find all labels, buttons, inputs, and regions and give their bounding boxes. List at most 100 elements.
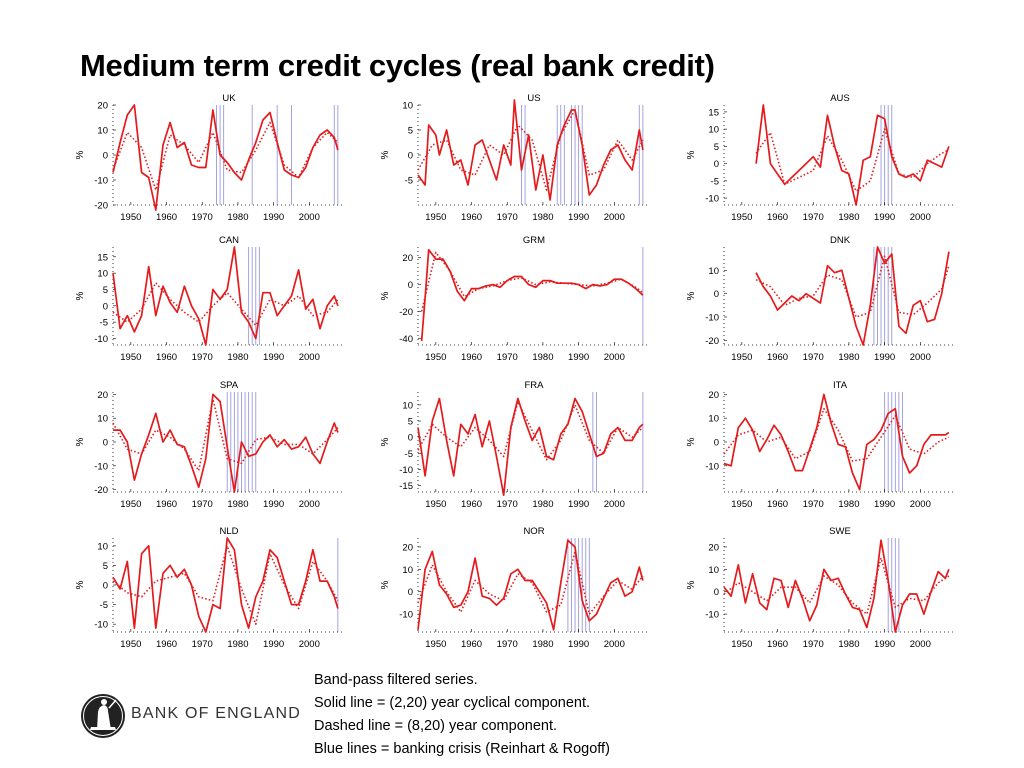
x-tick-label: 1950 [120, 352, 141, 363]
y-tick-label: -10 [399, 610, 413, 621]
x-tick-label: 2000 [910, 499, 931, 510]
chart-title: SWE [829, 526, 851, 537]
x-tick-label: 1960 [156, 352, 177, 363]
x-tick-label: 1970 [497, 352, 518, 363]
y-tick-label: 0 [103, 301, 108, 312]
x-tick-label: 1990 [874, 352, 895, 363]
chart-panel-dnk: DNK% -20 -10 0 10 1950 1960 1970 1980 1990 2000 [686, 235, 956, 363]
series-solid-line [417, 539, 644, 631]
y-tick-label: -10 [94, 620, 108, 631]
y-axis-label: % [686, 291, 697, 300]
y-tick-label: 0 [714, 438, 719, 449]
y-tick-label: 10 [402, 101, 413, 112]
chart-panel-swe: SWE% -10 0 10 20 1950 1960 1970 1980 1990 2000 [686, 526, 956, 650]
y-tick-label: 10 [97, 126, 108, 137]
series-dashed-line [417, 400, 644, 461]
chart-title: NLD [219, 526, 238, 537]
y-tick-label: -10 [94, 334, 108, 345]
chart-panel-us: US% -5 0 5 10 1950 1960 1970 1980 1990 2000 [380, 93, 650, 223]
x-tick-label: 1950 [120, 212, 141, 223]
y-axis-label: % [686, 437, 697, 446]
series-dashed-line [417, 550, 644, 615]
x-tick-label: 1950 [731, 212, 752, 223]
series-dashed-line [112, 282, 339, 327]
notes: Band-pass filtered series. Solid line = … [314, 669, 610, 761]
x-tick-label: 1960 [156, 212, 177, 223]
chart-title: ITA [833, 380, 848, 391]
y-tick-label: 5 [408, 126, 413, 137]
x-tick-label: 1990 [874, 499, 895, 510]
x-tick-label: 1970 [803, 499, 824, 510]
x-tick-label: 1980 [838, 352, 859, 363]
x-tick-label: 1970 [497, 639, 518, 650]
x-tick-label: 1970 [192, 639, 213, 650]
chart-title: GRM [523, 235, 545, 246]
x-tick-label: 1970 [803, 212, 824, 223]
x-tick-label: 1980 [227, 212, 248, 223]
chart-panel-nld: NLD% -10 -5 0 5 10 1950 1960 1970 1980 1990 2000 [75, 526, 345, 650]
x-tick-label: 2000 [910, 352, 931, 363]
y-tick-label: 15 [97, 252, 108, 263]
x-tick-label: 1950 [731, 352, 752, 363]
y-tick-label: 20 [97, 390, 108, 401]
y-tick-label: 20 [97, 101, 108, 112]
x-tick-label: 1980 [838, 499, 859, 510]
y-tick-label: 10 [708, 414, 719, 425]
y-axis-label: % [75, 437, 86, 446]
chart-title: AUS [830, 93, 850, 104]
x-tick-label: 2000 [299, 212, 320, 223]
y-tick-label: 10 [402, 565, 413, 576]
y-tick-label: -5 [405, 176, 413, 187]
y-tick-label: 5 [103, 285, 108, 296]
x-tick-label: 1960 [767, 352, 788, 363]
y-tick-label: 20 [708, 390, 719, 401]
y-tick-label: 10 [97, 269, 108, 280]
y-tick-label: -10 [94, 176, 108, 187]
x-tick-label: 1970 [192, 212, 213, 223]
y-axis-label: % [380, 437, 391, 446]
y-tick-label: -5 [405, 449, 413, 460]
x-tick-label: 1990 [263, 212, 284, 223]
chart-title: UK [222, 93, 236, 104]
x-tick-label: 1990 [263, 639, 284, 650]
series-solid-line [420, 248, 644, 342]
series-solid-line [755, 104, 950, 206]
y-axis-label: % [75, 580, 86, 589]
x-tick-label: 2000 [299, 499, 320, 510]
y-tick-label: -10 [705, 194, 719, 205]
y-tick-label: 20 [402, 253, 413, 264]
x-tick-label: 1960 [461, 639, 482, 650]
x-tick-label: 1990 [263, 499, 284, 510]
note-line: Band-pass filtered series. [314, 672, 478, 688]
x-tick-label: 1990 [568, 352, 589, 363]
chart-panel-can: CAN% -10 -5 0 5 10 15 1950 1960 1970 1980 1990 2000 [75, 235, 345, 363]
note-line: Solid line = (2,20) year cyclical compon… [314, 695, 591, 711]
x-tick-label: 2000 [299, 639, 320, 650]
boe-wordmark: BANK OF ENGLAND [131, 705, 302, 722]
chart-title: CAN [219, 235, 239, 246]
x-tick-label: 1950 [425, 212, 446, 223]
x-tick-label: 1970 [803, 639, 824, 650]
chart-title: FRA [525, 380, 545, 391]
y-tick-label: -10 [705, 610, 719, 621]
y-tick-label: 10 [708, 266, 719, 277]
y-tick-label: 0 [103, 438, 108, 449]
y-tick-label: 10 [708, 125, 719, 136]
x-tick-label: 1950 [731, 499, 752, 510]
series-solid-line [112, 246, 339, 346]
y-tick-label: 0 [714, 159, 719, 170]
x-tick-label: 1960 [461, 352, 482, 363]
y-tick-label: 0 [103, 151, 108, 162]
x-tick-label: 1970 [497, 212, 518, 223]
x-tick-label: 2000 [604, 499, 625, 510]
x-tick-label: 2000 [604, 639, 625, 650]
x-tick-label: 1950 [425, 499, 446, 510]
y-axis-label: % [380, 291, 391, 300]
y-tick-label: 10 [708, 565, 719, 576]
x-tick-label: 1980 [227, 352, 248, 363]
boe-logo [81, 694, 125, 738]
y-tick-label: -40 [399, 334, 413, 345]
y-tick-label: -10 [705, 461, 719, 472]
britannia-seal-icon [81, 694, 125, 738]
